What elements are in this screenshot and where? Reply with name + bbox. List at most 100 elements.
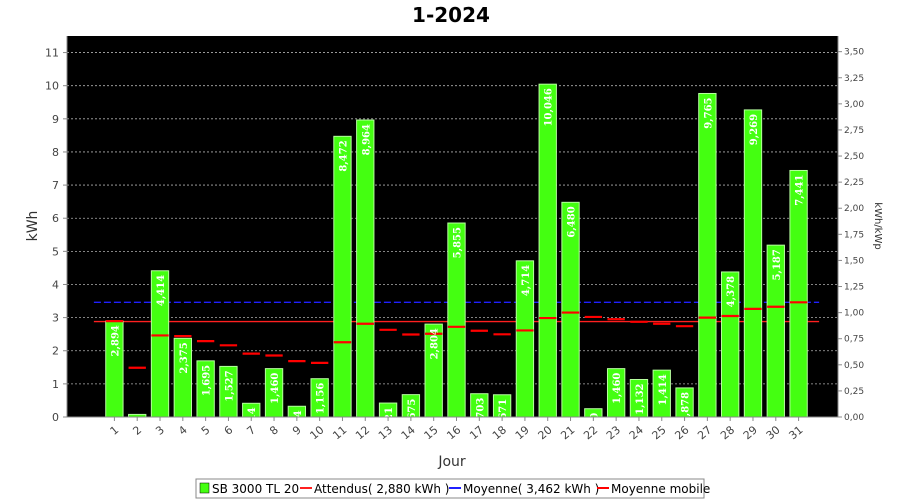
legend-swatch-bars xyxy=(199,482,210,494)
data-label-day-29: 9,269 xyxy=(749,114,760,145)
y-tick-label: 2 xyxy=(52,345,59,358)
data-label-day-4: 2,375 xyxy=(179,342,190,373)
data-labels: 2,894 0,078 4,414 2,375 1,695 1,527 0,414 1,460… xyxy=(110,88,805,450)
x-tick-label: 24 xyxy=(627,423,646,442)
x-tick-label: 5 xyxy=(199,423,213,437)
bar-day-20 xyxy=(538,83,557,418)
x-tick-label: 3 xyxy=(153,423,167,437)
y2-tick-label: 3,00 xyxy=(844,100,864,110)
data-label-day-13: 0,421 xyxy=(384,407,395,438)
x-tick-label: 10 xyxy=(308,423,327,442)
x-tick-label: 8 xyxy=(267,423,281,437)
x-tick-label: 15 xyxy=(422,423,441,442)
data-label-day-26: 0,878 xyxy=(681,392,692,423)
x-tick-label: 16 xyxy=(444,423,463,442)
y2-tick-label: 3,50 xyxy=(844,48,864,58)
data-label-day-28: 4,378 xyxy=(726,276,737,307)
y-tick-label: 7 xyxy=(52,179,59,192)
bar-day-11 xyxy=(333,135,352,418)
data-label-day-23: 1,460 xyxy=(612,373,623,404)
data-label-day-27: 9,765 xyxy=(703,97,714,128)
y2-tick-label: 0,75 xyxy=(844,335,864,345)
x-tick-label: 20 xyxy=(536,423,555,442)
legend-label-expected: Attendus( 2,880 kWh ) xyxy=(314,482,449,496)
y2-tick-label: 2,50 xyxy=(844,152,864,162)
moving-average-markers xyxy=(105,301,808,369)
x-tick-label: 26 xyxy=(672,423,691,442)
data-label-day-5: 1,695 xyxy=(202,365,213,396)
legend-label-moving-average: Moyenne mobile xyxy=(611,482,710,496)
x-tick-label: 25 xyxy=(650,423,669,442)
data-label-day-10: 1,156 xyxy=(316,383,327,414)
y-axis-left: 0 1 2 3 4 5 6 7 8 9 10 11 xyxy=(45,36,68,424)
y2-tick-label: 0,00 xyxy=(844,413,864,423)
x-tick-label: 30 xyxy=(764,423,783,442)
x-tick-label: 6 xyxy=(222,423,236,437)
data-label-day-7: 0,414 xyxy=(247,407,258,438)
y2-tick-label: 1,00 xyxy=(844,309,864,319)
bar-day-12 xyxy=(356,119,375,418)
data-label-day-16: 5,855 xyxy=(453,227,464,258)
chart-title: 1-2024 xyxy=(412,3,490,27)
legend-label-average: Moyenne( 3,462 kWh ) xyxy=(463,482,599,496)
y2-tick-label: 2,25 xyxy=(844,178,864,188)
data-label-day-14: 0,675 xyxy=(407,399,418,430)
y-axis-right: 0,00 0,25 0,50 0,75 1,00 1,25 1,50 1,75 2,00 2,25… xyxy=(837,36,864,423)
data-label-day-21: 6,480 xyxy=(567,206,578,237)
data-label-day-6: 1,527 xyxy=(224,370,235,401)
data-label-day-15: 2,804 xyxy=(430,328,441,359)
x-tick-label: 19 xyxy=(513,423,532,442)
y2-tick-label: 1,25 xyxy=(844,283,864,293)
data-label-day-8: 1,460 xyxy=(270,373,281,404)
bars xyxy=(105,83,808,418)
bar-day-27 xyxy=(698,92,717,418)
y-axis-label: kWh xyxy=(25,211,41,242)
y-tick-label: 9 xyxy=(52,113,59,126)
bar-day-31 xyxy=(789,169,808,418)
y-tick-label: 6 xyxy=(52,212,59,225)
y2-tick-label: 1,50 xyxy=(844,256,864,266)
data-label-day-24: 1,132 xyxy=(635,383,646,414)
data-label-day-18: 0,671 xyxy=(498,399,509,430)
y2-tick-label: 2,75 xyxy=(844,126,864,136)
y-tick-label: 10 xyxy=(45,80,59,93)
y2-tick-label: 0,25 xyxy=(844,387,864,397)
y-tick-label: 0 xyxy=(52,411,59,424)
data-label-day-31: 7,441 xyxy=(795,174,806,205)
data-label-day-11: 8,472 xyxy=(338,140,349,171)
data-label-day-19: 4,714 xyxy=(521,265,532,296)
data-label-day-12: 8,964 xyxy=(361,124,372,155)
x-axis: 1 2 3 4 5 6 7 8 9 10 11 12 13 14 15 16 17 18 19 20 21 22 23 24 2… xyxy=(67,416,838,442)
x-tick-label: 27 xyxy=(695,423,714,442)
data-label-day-9: 0,324 xyxy=(293,410,304,441)
y-tick-label: 3 xyxy=(52,312,59,325)
data-label-day-25: 1,414 xyxy=(658,374,669,405)
data-label-day-22: 0,250 xyxy=(589,413,600,444)
y2-tick-label: 3,25 xyxy=(844,74,864,84)
x-tick-label: 28 xyxy=(718,423,737,442)
y-tick-label: 8 xyxy=(52,146,59,159)
x-tick-label: 1 xyxy=(108,423,122,437)
data-label-day-1: 2,894 xyxy=(110,325,121,356)
data-label-day-30: 5,187 xyxy=(772,249,783,280)
x-tick-label: 12 xyxy=(353,423,372,442)
y-tick-label: 4 xyxy=(52,278,59,291)
y2-axis-label: kWh/kWp xyxy=(872,202,883,249)
x-tick-label: 4 xyxy=(176,423,190,437)
x-tick-label: 21 xyxy=(558,423,577,442)
y2-tick-label: 0,50 xyxy=(844,361,864,371)
bar-day-29 xyxy=(743,109,763,418)
x-tick-label: 31 xyxy=(786,423,805,442)
x-tick-label: 23 xyxy=(604,423,623,442)
x-tick-label: 11 xyxy=(330,423,349,442)
y2-tick-label: 2,00 xyxy=(844,204,864,214)
y-tick-label: 11 xyxy=(45,47,59,60)
data-label-day-2: 0,078 xyxy=(133,418,144,449)
x-axis-label: Jour xyxy=(437,454,466,470)
y-tick-label: 1 xyxy=(52,378,59,391)
data-label-day-20: 10,046 xyxy=(544,88,555,126)
legend-label-bars: SB 3000 TL 20 xyxy=(212,482,299,496)
data-label-day-17: 0,703 xyxy=(475,398,486,429)
legend: SB 3000 TL 20 Attendus( 2,880 kWh ) Moye… xyxy=(195,478,710,499)
